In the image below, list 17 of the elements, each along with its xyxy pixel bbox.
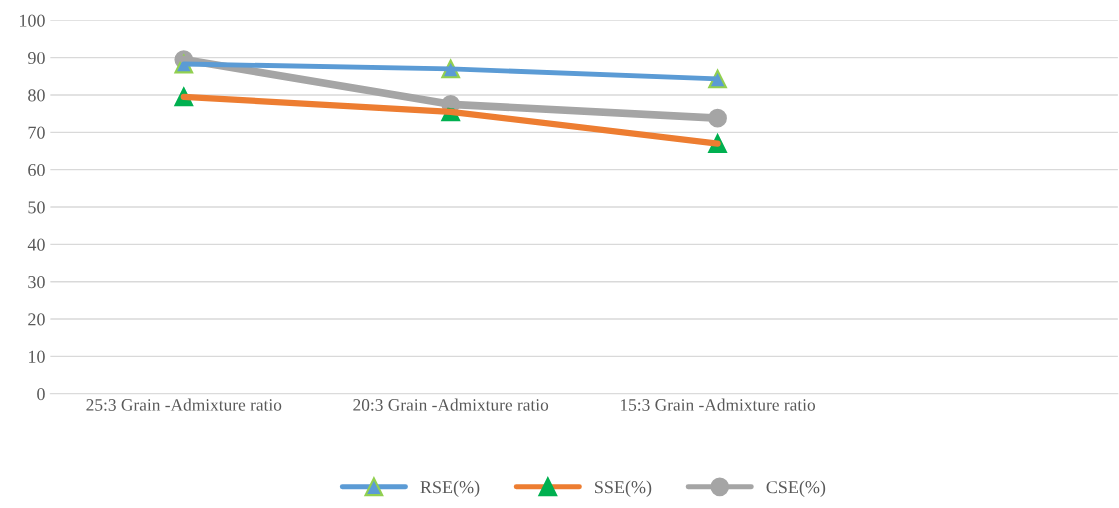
legend-label: SSE(%)	[595, 480, 652, 497]
y-tick-label: 100	[20, 14, 45, 27]
x-tick-label: 15:3 Grain -Admixture ratio	[620, 398, 816, 411]
y-tick-label: 0	[37, 387, 45, 401]
y-tick-label: 90	[28, 51, 45, 65]
x-tick-label: 20:3 Grain -Admixture ratio	[353, 398, 549, 411]
legend-label: CSE(%)	[766, 480, 826, 497]
y-tick-label: 80	[28, 89, 45, 102]
y-tick-label: 20	[28, 313, 45, 326]
y-tick-label: 30	[28, 275, 45, 289]
y-tick-label: 60	[28, 163, 45, 177]
y-tick-label: 50	[28, 201, 45, 214]
legend-label: RSE(%)	[420, 480, 480, 497]
y-tick-label: 70	[28, 126, 45, 139]
y-tick-label: 10	[29, 350, 45, 363]
x-tick-label: 25:3 Grain -Admixture ratio	[86, 398, 282, 411]
y-tick-label: 40	[27, 238, 45, 251]
